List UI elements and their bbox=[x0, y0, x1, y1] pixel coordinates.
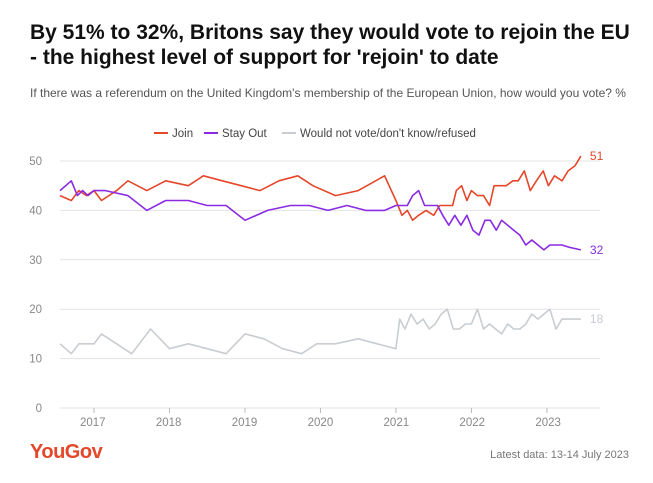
legend-label-stay_out: Stay Out bbox=[222, 128, 268, 140]
end-label-would_not_vote: 18 bbox=[590, 312, 604, 326]
chart-subtitle: If there was a referendum on the United … bbox=[30, 86, 626, 100]
x-tick-label-2020: 2020 bbox=[308, 417, 334, 429]
end-label-join: 51 bbox=[590, 149, 604, 163]
y-tick-label-20: 20 bbox=[29, 304, 42, 316]
end-labels: 18 51 32 bbox=[590, 149, 604, 326]
yougov-logo: YouGov bbox=[30, 441, 103, 463]
end-label-stay_out: 32 bbox=[590, 243, 604, 257]
x-tick-label-2021: 2021 bbox=[384, 417, 410, 429]
y-tick-label-40: 40 bbox=[29, 205, 42, 217]
x-tick-label-2023: 2023 bbox=[535, 417, 561, 429]
page-title: By 51% to 32%, Britons say they would vo… bbox=[30, 21, 630, 69]
y-tick-label-10: 10 bbox=[29, 354, 42, 366]
y-tick-label-30: 30 bbox=[29, 255, 42, 267]
axes: 0 10 20 30 40 50 2017 2018 2019 2020 2021 2022 2023 bbox=[29, 156, 561, 429]
series bbox=[59, 155, 582, 355]
x-tick-label-2022: 2022 bbox=[459, 417, 485, 429]
legend-label-would_not_vote: Would not vote/don't know/refused bbox=[300, 128, 476, 140]
x-tick-label-2019: 2019 bbox=[232, 417, 258, 429]
x-tick-label-2017: 2017 bbox=[80, 417, 106, 429]
latest-data-note: Latest data: 13-14 July 2023 bbox=[490, 449, 629, 461]
y-tick-label-0: 0 bbox=[36, 403, 42, 415]
legend-label-join: Join bbox=[172, 128, 193, 140]
legend: Join Stay Out Would not vote/don't know/re… bbox=[154, 128, 476, 140]
grid bbox=[60, 160, 600, 409]
series-line-stay_out bbox=[59, 180, 582, 251]
series-line-join bbox=[59, 155, 582, 222]
y-tick-label-50: 50 bbox=[29, 156, 42, 168]
series-line-would_not_vote bbox=[59, 308, 581, 355]
x-tick-label-2018: 2018 bbox=[156, 417, 182, 429]
